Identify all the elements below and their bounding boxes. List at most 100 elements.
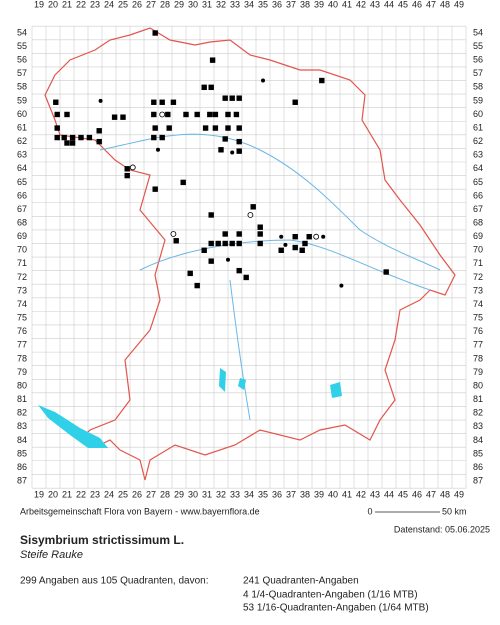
column-label: 47	[426, 489, 436, 499]
record-square	[292, 234, 298, 240]
column-label: 42	[356, 0, 366, 9]
row-label: 71	[473, 258, 483, 268]
row-label: 54	[17, 27, 27, 37]
column-label: 26	[132, 0, 142, 9]
record-square	[292, 99, 298, 105]
column-label: 23	[90, 489, 100, 499]
row-label: 83	[473, 421, 483, 431]
column-label: 48	[440, 0, 450, 9]
row-label: 56	[473, 55, 483, 65]
row-label: 82	[473, 408, 483, 418]
count-line: 241 Quadranten-Angaben	[243, 576, 359, 587]
record-square	[236, 240, 242, 247]
record-open	[313, 233, 320, 240]
row-label: 65	[17, 177, 27, 187]
record-square	[208, 212, 214, 218]
record-square	[229, 240, 235, 247]
record-dot	[283, 242, 288, 247]
row-label: 84	[473, 435, 483, 445]
column-label: 31	[202, 0, 212, 9]
record-square	[257, 224, 263, 230]
record-square	[208, 84, 214, 91]
row-label: 78	[17, 353, 27, 363]
record-square	[319, 77, 325, 84]
row-label: 79	[473, 367, 483, 377]
row-label: 72	[473, 272, 483, 282]
record-dot	[98, 98, 103, 103]
row-label: 63	[17, 150, 27, 160]
row-label: 77	[17, 340, 27, 350]
column-label: 40	[328, 0, 338, 9]
row-label: 61	[17, 122, 27, 132]
column-label: 20	[48, 0, 58, 9]
row-label: 67	[17, 204, 27, 214]
lake	[238, 378, 246, 390]
column-label: 29	[174, 489, 184, 499]
row-label: 57	[473, 68, 483, 78]
record-dot	[261, 78, 265, 83]
record-square	[165, 111, 171, 118]
row-label: 60	[17, 109, 27, 119]
column-label: 49	[454, 489, 464, 499]
record-square	[233, 111, 240, 118]
record-square	[152, 186, 158, 192]
column-label: 39	[314, 489, 324, 499]
row-label: 64	[17, 163, 27, 173]
column-label: 34	[244, 489, 254, 499]
column-label: 30	[188, 0, 198, 9]
record-open	[129, 164, 136, 171]
row-label: 75	[17, 313, 27, 323]
column-label: 41	[342, 0, 352, 9]
column-label: 20	[48, 489, 58, 499]
record-square	[183, 111, 189, 118]
row-label: 85	[473, 448, 483, 458]
record-square	[151, 99, 157, 105]
record-square	[96, 128, 102, 134]
scale-start: 0	[367, 506, 372, 516]
row-label: 83	[17, 421, 27, 431]
record-square	[69, 134, 76, 141]
row-label: 75	[473, 313, 483, 323]
column-label: 36	[272, 0, 282, 9]
record-square	[201, 247, 207, 253]
column-label: 35	[258, 0, 268, 9]
row-label: 76	[17, 326, 27, 336]
row-label: 82	[17, 408, 27, 418]
record-square	[54, 134, 60, 141]
row-label: 87	[473, 476, 483, 486]
record-square	[124, 166, 130, 172]
record-square	[257, 240, 263, 247]
record-square	[212, 111, 219, 118]
row-label: 79	[17, 367, 27, 377]
record-square	[53, 99, 59, 105]
record-dot	[230, 150, 235, 155]
record-square	[173, 238, 179, 244]
row-label: 85	[17, 448, 27, 458]
row-label: 57	[17, 68, 27, 78]
row-label: 84	[17, 435, 27, 445]
record-square	[151, 134, 157, 141]
record-square	[152, 30, 158, 36]
row-label: 80	[473, 380, 483, 390]
column-label: 22	[76, 0, 86, 9]
row-label: 68	[473, 217, 483, 227]
record-dot	[156, 147, 160, 152]
river	[99, 133, 441, 271]
record-square	[61, 134, 67, 141]
record-square	[236, 231, 242, 237]
column-label: 27	[146, 489, 156, 499]
lake	[219, 368, 226, 392]
river	[139, 239, 431, 291]
record-square	[215, 240, 221, 247]
column-label: 44	[384, 489, 394, 499]
record-square	[78, 134, 84, 141]
record-square	[236, 138, 242, 145]
column-label: 38	[300, 489, 310, 499]
common-name: Steife Rauke	[20, 549, 83, 561]
row-label: 54	[473, 27, 483, 37]
column-label: 28	[160, 0, 170, 9]
row-label: 76	[473, 326, 483, 336]
record-square	[236, 125, 242, 131]
row-label: 80	[17, 380, 27, 390]
